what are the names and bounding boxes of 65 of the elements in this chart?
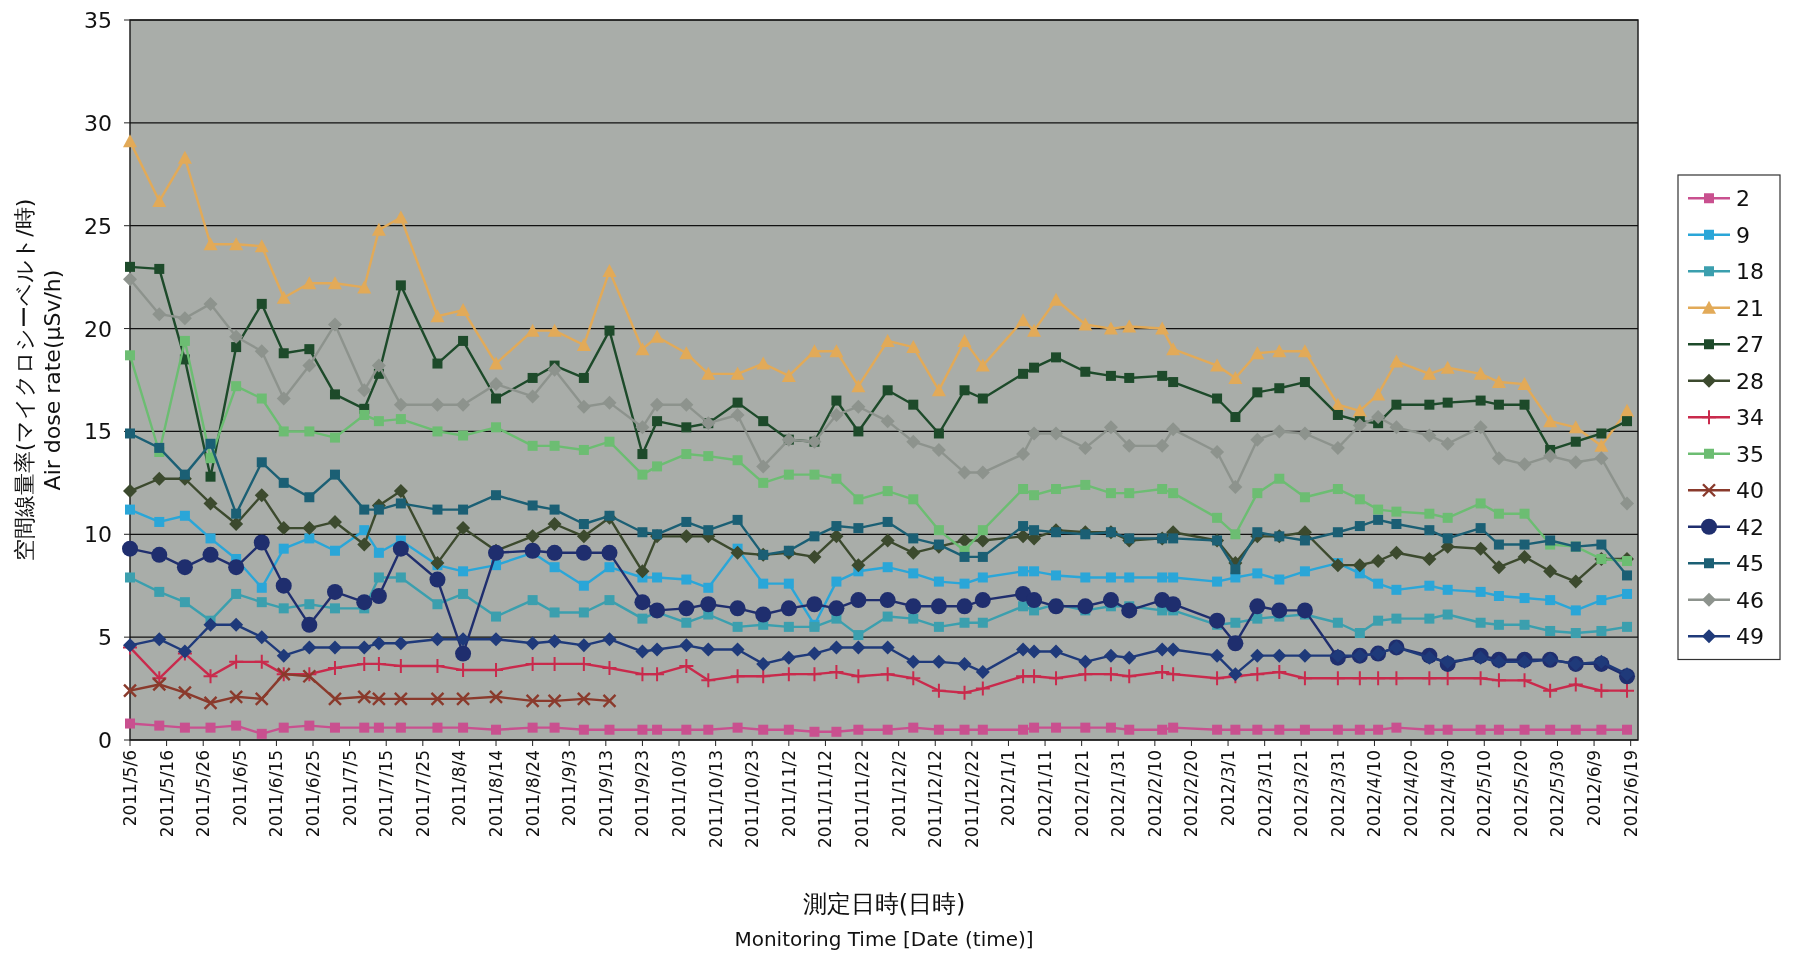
legend-label: 35 xyxy=(1736,441,1764,467)
y-tick-label: 35 xyxy=(84,8,112,33)
x-tick-label: 2011/7/15 xyxy=(376,750,397,838)
x-tick-label: 2012/6/9 xyxy=(1584,750,1605,827)
y-tick-label: 25 xyxy=(84,213,112,239)
x-tick-label: 2011/9/13 xyxy=(595,750,616,838)
legend-label: 9 xyxy=(1736,222,1750,248)
x-tick-label: 2012/3/1 xyxy=(1218,750,1239,827)
x-tick-label: 2011/8/4 xyxy=(449,750,470,827)
x-tick-label: 2012/1/1 xyxy=(998,750,1019,827)
x-tick-label: 2012/2/10 xyxy=(1144,750,1165,838)
legend-label: 49 xyxy=(1736,624,1764,650)
x-tick-label: 2011/9/3 xyxy=(559,750,580,827)
legend-label: 34 xyxy=(1736,405,1764,431)
x-tick-label: 2011/11/2 xyxy=(778,750,799,838)
x-tick-label: 2012/4/20 xyxy=(1401,750,1422,838)
x-tick-label: 2012/2/20 xyxy=(1181,750,1202,838)
x-tick-label: 2012/5/20 xyxy=(1510,750,1531,838)
x-tick-label: 2012/5/30 xyxy=(1547,750,1568,838)
x-tick-label: 2011/10/23 xyxy=(742,750,763,848)
x-tick-label: 2011/5/26 xyxy=(193,750,214,838)
x-tick-label: 2011/6/15 xyxy=(266,750,287,838)
x-tick-label: 2012/6/19 xyxy=(1620,750,1641,838)
y-tick-label: 10 xyxy=(84,522,112,548)
legend-label: 45 xyxy=(1736,551,1764,577)
y-tick-label: 5 xyxy=(98,625,112,651)
x-tick-label: 2011/7/5 xyxy=(339,750,360,827)
x-tick-label: 2011/10/13 xyxy=(705,750,726,848)
x-tick-label: 2012/4/10 xyxy=(1364,750,1385,838)
x-tick-label: 2012/3/31 xyxy=(1327,750,1348,838)
legend-label: 2 xyxy=(1736,186,1750,212)
legend-label: 27 xyxy=(1736,332,1764,358)
x-tick-label: 2012/3/21 xyxy=(1291,750,1312,838)
x-tick-label: 2011/11/12 xyxy=(815,750,836,848)
x-tick-label: 2011/8/24 xyxy=(522,750,543,838)
y-tick-label: 30 xyxy=(84,110,112,136)
y-tick-label: 15 xyxy=(84,419,112,445)
x-tick-label: 2011/6/5 xyxy=(229,750,250,827)
x-axis-title: 測定日時(日時) Monitoring Time [Date (time)] xyxy=(734,890,1034,951)
legend-label: 42 xyxy=(1736,514,1764,540)
y-axis-title: 空間線量率(マイクロシーベルト/時) Air dose rate(μSv/h) xyxy=(12,198,65,562)
x-tick-label: 2012/3/11 xyxy=(1254,750,1275,838)
x-tick-label: 2012/5/10 xyxy=(1474,750,1495,838)
legend-label: 21 xyxy=(1736,295,1764,321)
x-tick-label: 2011/5/6 xyxy=(120,750,140,827)
x-tick-label: 2012/4/30 xyxy=(1437,750,1458,838)
y-tick-label: 20 xyxy=(84,316,112,342)
y-tick-label: 0 xyxy=(98,728,112,753)
x-tick-label: 2011/12/22 xyxy=(961,750,982,848)
x-tick-label: 2011/11/22 xyxy=(852,750,873,848)
x-tick-label: 2011/9/23 xyxy=(632,750,653,838)
x-tick-label: 2012/1/11 xyxy=(1035,750,1056,838)
x-tick-label: 2011/10/3 xyxy=(669,750,690,838)
legend-label: 46 xyxy=(1736,587,1764,613)
x-tick-label: 2011/7/25 xyxy=(412,750,433,838)
x-tick-label: 2011/8/14 xyxy=(486,750,507,838)
legend-label: 40 xyxy=(1736,478,1764,504)
x-tick-label: 2011/6/25 xyxy=(303,750,324,838)
legend-label: 28 xyxy=(1736,368,1764,394)
x-tick-label: 2011/12/2 xyxy=(888,750,909,838)
x-tick-label: 2011/5/16 xyxy=(156,750,177,838)
legend-label: 18 xyxy=(1736,259,1764,285)
x-tick-label: 2012/1/21 xyxy=(1071,750,1092,838)
x-tick-label: 2011/12/12 xyxy=(925,750,946,848)
x-tick-label: 2012/1/31 xyxy=(1108,750,1129,838)
